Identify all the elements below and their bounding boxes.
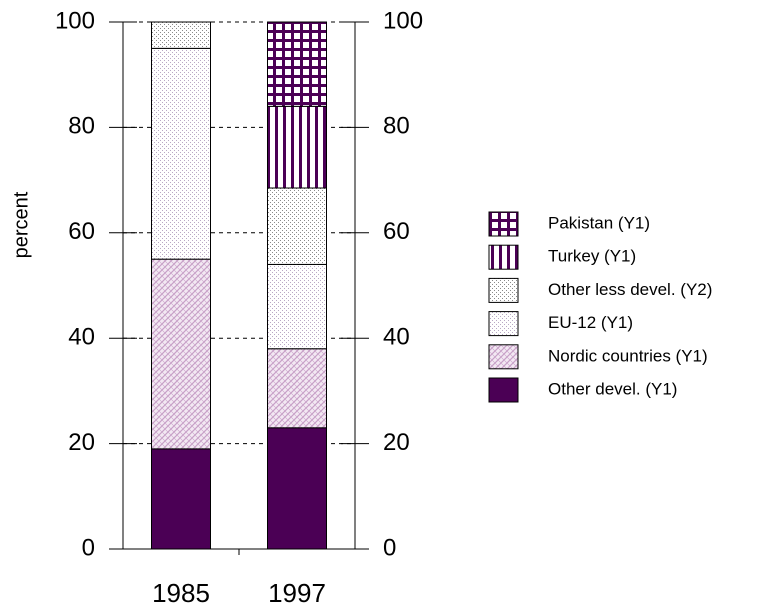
bar-segment bbox=[267, 105, 327, 189]
legend-label: Nordic countries (Y1) bbox=[548, 346, 708, 365]
bar-segment bbox=[267, 348, 327, 429]
bar-segment bbox=[267, 21, 327, 107]
legend-swatch bbox=[488, 377, 519, 403]
legend-swatch bbox=[488, 311, 519, 337]
legend-swatch bbox=[488, 344, 519, 370]
legend-label: Other devel. (Y1) bbox=[548, 379, 677, 398]
y2-tick-label: 40 bbox=[383, 324, 410, 351]
legend-label: Other less devel. (Y2) bbox=[548, 280, 712, 299]
y2-tick-label: 60 bbox=[383, 218, 410, 245]
y-tick-label: 100 bbox=[55, 7, 95, 34]
bar-segment bbox=[267, 427, 327, 550]
legend-swatch bbox=[488, 211, 519, 237]
x-tick-label: 1985 bbox=[152, 578, 210, 608]
y2-tick-label: 100 bbox=[383, 7, 423, 34]
y-tick-label: 40 bbox=[68, 324, 95, 351]
bar-segment bbox=[151, 47, 211, 260]
bar-segment bbox=[151, 258, 211, 450]
y2-tick-label: 80 bbox=[383, 113, 410, 140]
bar-segment bbox=[267, 263, 327, 350]
y2-tick-label: 0 bbox=[383, 534, 396, 561]
y-axis-label: percent bbox=[10, 191, 32, 258]
bar-segment bbox=[151, 21, 211, 49]
legend-label: Turkey (Y1) bbox=[548, 247, 636, 266]
bar-segment bbox=[267, 187, 327, 265]
legend-swatch bbox=[488, 277, 519, 303]
legend-label: Pakistan (Y1) bbox=[548, 213, 650, 232]
y-tick-label: 20 bbox=[68, 429, 95, 456]
x-tick-label: 1997 bbox=[268, 578, 326, 608]
y-tick-label: 0 bbox=[82, 534, 95, 561]
y2-tick-label: 20 bbox=[383, 429, 410, 456]
y-tick-label: 80 bbox=[68, 113, 95, 140]
bar-segment bbox=[151, 448, 211, 550]
y-tick-label: 60 bbox=[68, 218, 95, 245]
legend-label: EU-12 (Y1) bbox=[548, 313, 633, 332]
legend-swatch bbox=[488, 244, 519, 270]
